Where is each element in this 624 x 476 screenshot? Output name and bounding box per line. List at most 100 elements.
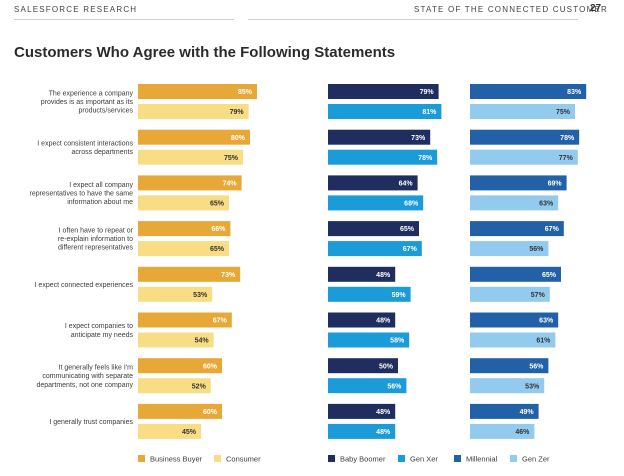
bar (470, 129, 580, 145)
bar (138, 423, 201, 439)
bar-value-label: 58% (390, 338, 405, 345)
bar (470, 266, 561, 282)
header-report-title: STATE OF THE CONNECTED CUSTOMER (414, 5, 608, 14)
bar-value-label: 80% (231, 135, 246, 142)
bar-value-label: 59% (392, 292, 407, 299)
bar (328, 378, 407, 394)
bar-value-label: 50% (379, 363, 394, 370)
bar-value-label: 66% (211, 226, 226, 233)
page-number: 27 (590, 3, 602, 14)
bar-value-label: 74% (223, 181, 238, 188)
bar (138, 129, 250, 145)
bar (470, 378, 545, 394)
bar-value-label: 85% (238, 89, 253, 96)
bar (328, 286, 411, 302)
legend-label: Baby Boomer (340, 455, 386, 464)
bar (470, 286, 550, 302)
bar (470, 84, 587, 99)
chart-title: Customers Who Agree with the Following S… (14, 44, 396, 61)
bar-value-label: 65% (400, 226, 415, 233)
bar-value-label: 48% (376, 318, 391, 325)
bar-value-label: 78% (418, 155, 433, 162)
category-label: I generally trust companies (49, 419, 133, 426)
header-publisher: SALESFORCE RESEARCH (14, 5, 138, 14)
bar-value-label: 68% (404, 201, 419, 208)
legend-label: Consumer (226, 455, 261, 464)
bar-value-label: 49% (520, 409, 535, 416)
bar-value-label: 65% (210, 246, 225, 253)
bar-value-label: 60% (203, 363, 218, 370)
bar-value-label: 67% (213, 318, 228, 325)
bar-value-label: 81% (422, 109, 437, 116)
category-label: I expect all company representatives to h… (29, 182, 133, 206)
category-label: It generally feels like I'm communicating… (36, 365, 133, 389)
legend-swatch (328, 455, 335, 462)
bar (470, 332, 556, 348)
bar (470, 175, 567, 191)
bar (328, 175, 418, 191)
legend-swatch (510, 455, 517, 462)
category-label: I expect consistent interactions across d… (37, 140, 133, 156)
bar-value-label: 53% (193, 292, 208, 299)
bar-value-label: 61% (536, 338, 551, 345)
bar (138, 84, 257, 99)
bar (328, 195, 424, 211)
bar-value-label: 56% (529, 246, 544, 253)
bar-value-label: 79% (230, 109, 245, 116)
bar (470, 149, 578, 165)
bar-value-label: 63% (539, 201, 554, 208)
bar (138, 241, 229, 257)
legend-swatch (214, 455, 221, 462)
bar (328, 149, 438, 165)
bar-value-label: 60% (203, 409, 218, 416)
bar-value-label: 48% (376, 272, 391, 279)
bar-value-label: 75% (556, 109, 571, 116)
bar-value-label: 65% (542, 272, 557, 279)
bar (328, 403, 396, 419)
bar (470, 312, 559, 328)
legend-swatch (138, 455, 145, 462)
bar (328, 129, 431, 145)
bar-value-label: 63% (539, 318, 554, 325)
bar-value-label: 67% (403, 246, 418, 253)
legend-label: Gen Zer (522, 455, 550, 464)
bar (138, 175, 242, 191)
bar (470, 195, 559, 211)
bar-value-label: 65% (210, 201, 225, 208)
bar-value-label: 73% (221, 272, 236, 279)
legend-swatch (398, 455, 405, 462)
bar-value-label: 79% (420, 89, 435, 96)
bar-value-label: 56% (529, 363, 544, 370)
bar-value-label: 77% (559, 155, 574, 162)
bar-value-label: 45% (182, 429, 197, 436)
bar (138, 403, 222, 419)
bar-value-label: 75% (224, 155, 239, 162)
bar (328, 104, 442, 119)
bar-value-label: 48% (376, 409, 391, 416)
header-rule-left (14, 19, 234, 20)
bar-value-label: 54% (195, 338, 210, 345)
legend-label: Millennial (466, 455, 498, 464)
bar (328, 358, 398, 374)
legend-label: Business Buyer (150, 455, 203, 464)
bar (138, 286, 213, 302)
bar (138, 149, 243, 165)
bar (328, 84, 439, 99)
bar-value-label: 53% (525, 383, 540, 390)
bar (328, 423, 396, 439)
bar-value-label: 56% (387, 383, 402, 390)
category-label: I expect companies to anticipate my needs (65, 323, 134, 339)
bar (328, 266, 396, 282)
bar (138, 195, 229, 211)
bar (328, 332, 410, 348)
bar (328, 241, 422, 257)
legend-label: Gen Xer (410, 455, 438, 464)
bar-value-label: 78% (560, 135, 575, 142)
category-label: I expect connected experiences (35, 282, 134, 289)
bar (138, 104, 249, 119)
bar (328, 221, 419, 237)
bar-value-label: 64% (399, 181, 414, 188)
category-label: I often have to repeat or re-explain info… (58, 228, 134, 252)
header-rule-right (248, 19, 578, 20)
